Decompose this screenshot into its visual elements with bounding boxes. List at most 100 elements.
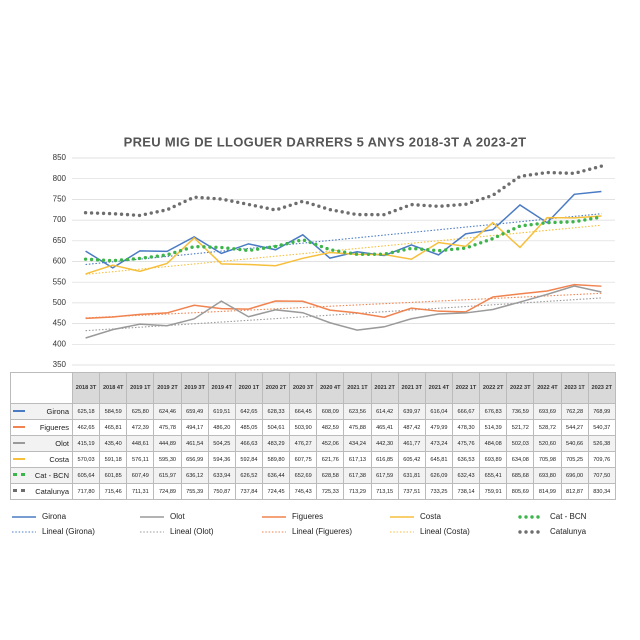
table-cell: 709,76: [587, 451, 616, 468]
table-cell: 503,90: [289, 419, 318, 436]
table-cell: 461,54: [180, 435, 209, 452]
table-cell: 444,89: [153, 435, 182, 452]
table-cell: 435,40: [99, 435, 128, 452]
table-cell: 544,27: [560, 419, 589, 436]
table-cell: 624,46: [153, 403, 182, 420]
table-row: Olot 415,19 435,40 448,61 444,89 461,54 504,25…: [10, 435, 616, 452]
table-cell: 619,51: [207, 403, 236, 420]
table-cell: 472,39: [126, 419, 155, 436]
column-header: 2018 4T: [99, 372, 128, 404]
table-cell: 733,25: [424, 483, 453, 500]
table-cell: 814,99: [533, 483, 562, 500]
table-cell: 465,81: [99, 419, 128, 436]
table-cell: 705,98: [533, 451, 562, 468]
table-cell: 486,20: [207, 419, 236, 436]
table-cell: 473,24: [424, 435, 453, 452]
table-cell: 442,30: [370, 435, 399, 452]
table-cell: 685,68: [506, 467, 535, 484]
table-cell: 607,75: [289, 451, 318, 468]
table-cell: 628,33: [261, 403, 291, 420]
table-cell: 693,89: [479, 451, 508, 468]
table-cell: 592,84: [234, 451, 263, 468]
table-cell: 715,46: [99, 483, 128, 500]
trend-line: [85, 213, 602, 266]
table-cell: 476,27: [289, 435, 318, 452]
series-name: Girona: [46, 407, 69, 416]
legend-label: Cat - BCN: [550, 512, 587, 521]
table-cell: 664,45: [289, 403, 318, 420]
column-header: 2021 2T: [370, 372, 399, 404]
table-cell: 540,66: [560, 435, 589, 452]
table-cell: 634,08: [506, 451, 535, 468]
column-header: 2019 4T: [207, 372, 236, 404]
column-header: 2022 4T: [533, 372, 562, 404]
series-name: Olot: [55, 439, 69, 448]
y-tick-label: 500: [53, 298, 67, 307]
table-cell: 605,42: [397, 451, 426, 468]
table-cell: 576,11: [126, 451, 155, 468]
table-cell: 485,05: [234, 419, 263, 436]
table-cell: 616,85: [370, 451, 399, 468]
table-cell: 725,33: [316, 483, 345, 500]
table-cell: 521,72: [506, 419, 535, 436]
table-row: Costa 570,03 591,18 576,11 595,30 656,99 594,3…: [10, 451, 616, 468]
y-tick-label: 450: [53, 319, 67, 328]
legend-label: Lineal (Figueres): [292, 527, 352, 536]
table-cell: 762,28: [560, 403, 589, 420]
legend-marker: [13, 442, 25, 444]
legend-label: Catalunya: [550, 527, 587, 536]
table-cell: 452,06: [316, 435, 345, 452]
trend-line: [85, 292, 602, 319]
table-cell: 737,51: [397, 483, 426, 500]
table-cell: 645,81: [424, 451, 453, 468]
table-cell: 595,30: [153, 451, 182, 468]
column-header: 2020 4T: [316, 372, 345, 404]
corner: [10, 372, 73, 404]
table-cell: 465,41: [370, 419, 399, 436]
table-cell: 605,64: [71, 467, 101, 484]
table-cell: 475,76: [451, 435, 481, 452]
table-cell: 614,42: [370, 403, 399, 420]
table-cell: 540,37: [587, 419, 616, 436]
table-cell: 625,18: [71, 403, 101, 420]
column-header: 2022 1T: [451, 372, 481, 404]
table-cell: 608,09: [316, 403, 345, 420]
header-row: 2018 3T 2018 4T 2019 1T 2019 2T 2019 3T 2019 …: [10, 372, 616, 404]
table-cell: 528,72: [533, 419, 562, 436]
table-cell: 642,65: [234, 403, 263, 420]
table-cell: 666,67: [451, 403, 481, 420]
table-cell: 461,77: [397, 435, 426, 452]
table-cell: 594,36: [207, 451, 236, 468]
table-cell: 759,91: [479, 483, 508, 500]
table-cell: 482,59: [316, 419, 345, 436]
table-cell: 502,03: [506, 435, 535, 452]
table-cell: 707,50: [587, 467, 616, 484]
series-name: Figueres: [39, 423, 69, 432]
y-tick-label: 700: [53, 215, 67, 224]
legend-label: Lineal (Costa): [420, 527, 470, 536]
table-cell: 621,76: [316, 451, 345, 468]
table-cell: 504,61: [261, 419, 291, 436]
table-cell: 570,03: [71, 451, 101, 468]
trend-line: [85, 224, 602, 275]
table-cell: 659,49: [180, 403, 209, 420]
table-cell: 626,09: [424, 467, 453, 484]
y-tick-label: 850: [53, 153, 67, 162]
legend-label: Lineal (Girona): [42, 527, 95, 536]
table-cell: 617,59: [370, 467, 399, 484]
table-cell: 615,97: [153, 467, 182, 484]
legend-label: Figueres: [292, 512, 323, 521]
table-cell: 623,56: [343, 403, 372, 420]
table-cell: 639,97: [397, 403, 426, 420]
legend-marker: [13, 473, 25, 476]
legend-marker: [13, 410, 25, 412]
table-cell: 745,43: [289, 483, 318, 500]
table-row: Girona 625,18 584,59 625,80 624,46 659,49 619,…: [10, 403, 616, 420]
table-cell: 705,25: [560, 451, 589, 468]
legend-label: Lineal (Olot): [170, 527, 214, 536]
legend-marker: [13, 426, 25, 428]
table-cell: 589,80: [261, 451, 291, 468]
y-tick-label: 800: [53, 174, 67, 183]
table-cell: 750,87: [207, 483, 236, 500]
